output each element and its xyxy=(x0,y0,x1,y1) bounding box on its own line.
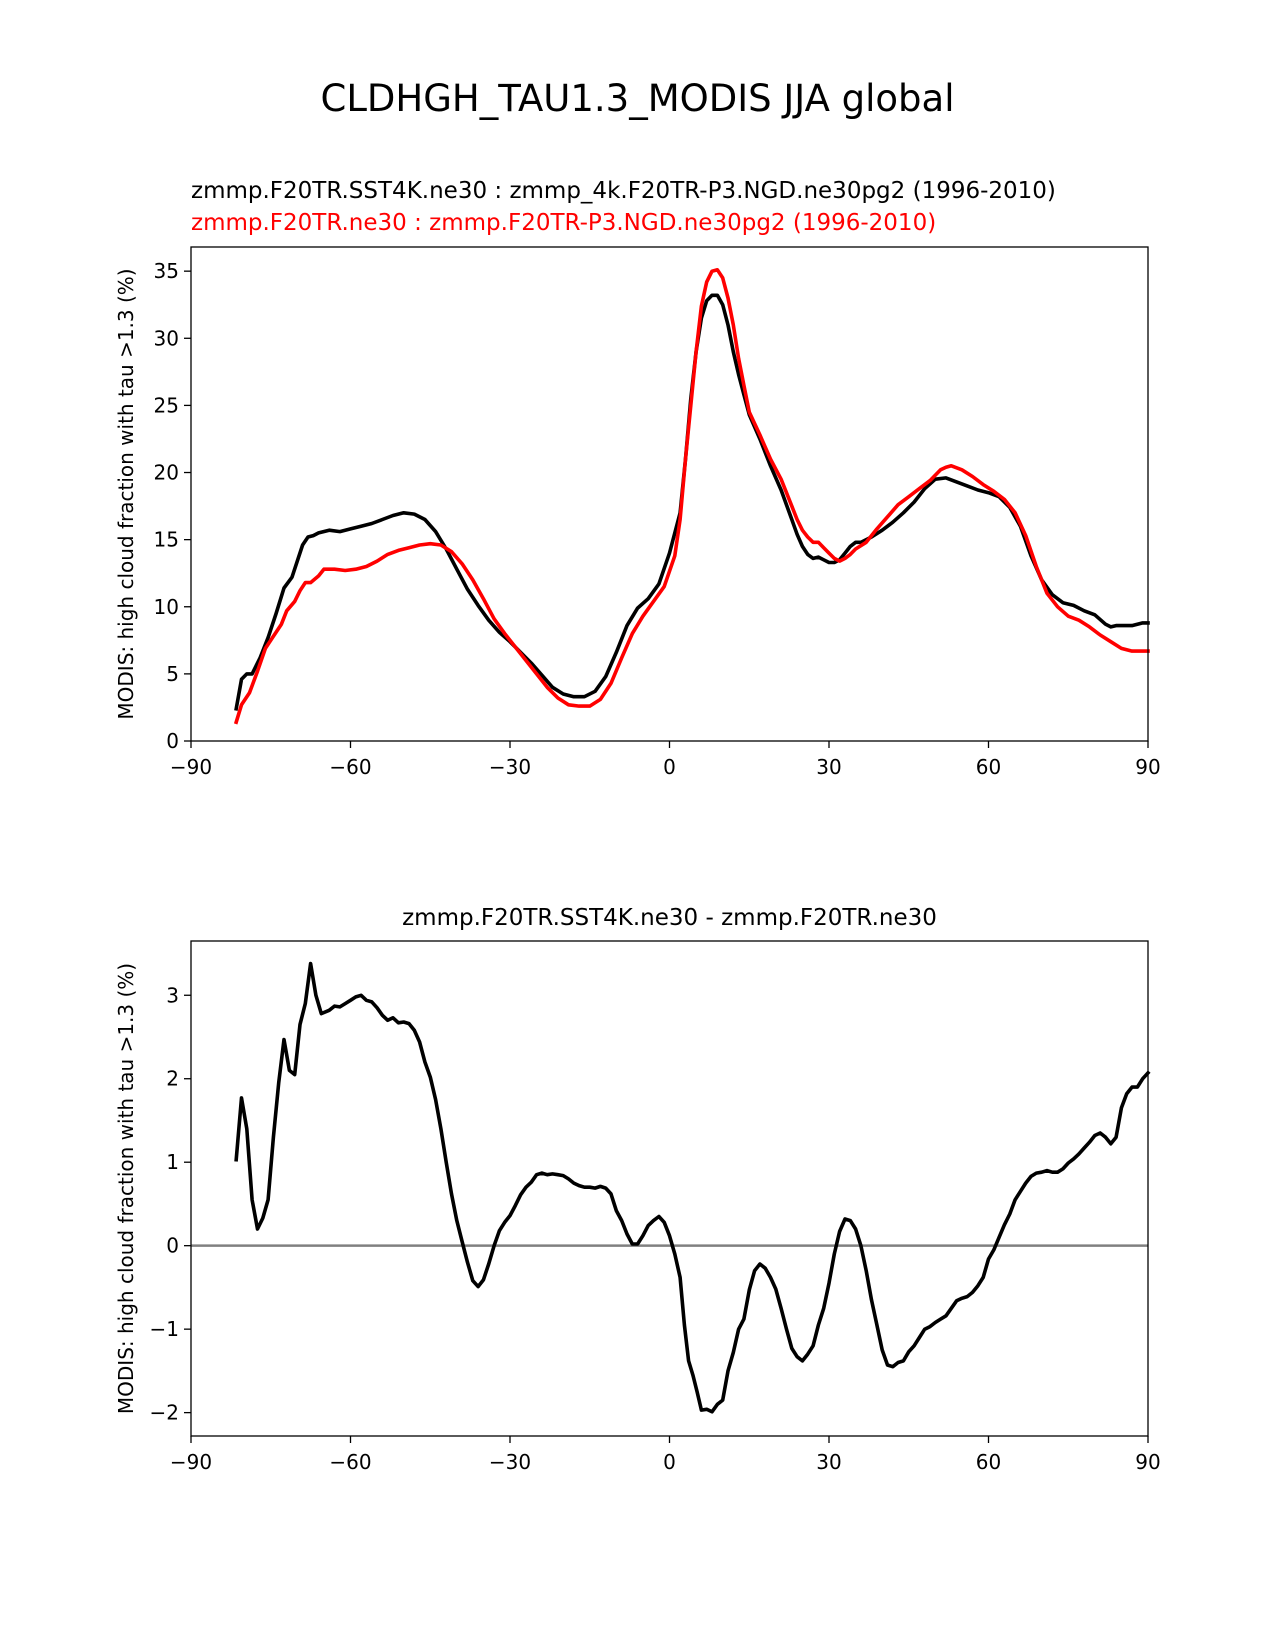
bottom-panel-difference: zmmp.F20TR.SST4K.ne30 - zmmp.F20TR.ne30 M… xyxy=(114,905,1161,1474)
x-tick-label: 60 xyxy=(976,755,1001,779)
series-line-2 xyxy=(233,268,1150,725)
x-tick-label: 30 xyxy=(816,1450,841,1474)
series-line-1 xyxy=(234,293,1150,711)
figure-suptitle: CLDHGH_TAU1.3_MODIS JJA global xyxy=(320,77,954,120)
x-tick-label: 90 xyxy=(1135,755,1160,779)
x-tick-label: −60 xyxy=(329,1450,371,1474)
x-tick-label: −60 xyxy=(329,755,371,779)
y-tick-label: 35 xyxy=(154,259,179,283)
x-tick-label: 0 xyxy=(663,1450,676,1474)
y-tick-label: 15 xyxy=(154,528,179,552)
y-tick-label: 0 xyxy=(166,1234,179,1258)
y-tick-label: 0 xyxy=(166,729,179,753)
x-tick-label: −30 xyxy=(489,1450,531,1474)
series-line-1 xyxy=(234,961,1151,1414)
y-tick-label: 25 xyxy=(154,393,179,417)
y-tick-label: 1 xyxy=(166,1150,179,1174)
top-panel-climatology: zmmp.F20TR.SST4K.ne30 : zmmp_4k.F20TR-P3… xyxy=(114,178,1161,779)
x-tick-label: −30 xyxy=(489,755,531,779)
x-tick-label: 90 xyxy=(1135,1450,1160,1474)
chart-title-line-1: zmmp.F20TR.SST4K.ne30 : zmmp_4k.F20TR-P3… xyxy=(191,178,1056,204)
y-tick-label: 5 xyxy=(166,662,179,686)
chart-title-line-2: zmmp.F20TR.ne30 : zmmp.F20TR-P3.NGD.ne30… xyxy=(191,210,936,236)
y-tick-label: −1 xyxy=(150,1317,179,1341)
y-axis-label: MODIS: high cloud fraction with tau >1.3… xyxy=(114,268,138,719)
x-tick-label: 60 xyxy=(976,1450,1001,1474)
y-tick-label: 3 xyxy=(166,983,179,1007)
x-tick-label: 0 xyxy=(663,755,676,779)
y-tick-label: 30 xyxy=(154,326,179,350)
x-tick-label: 30 xyxy=(816,755,841,779)
chart-title: zmmp.F20TR.SST4K.ne30 - zmmp.F20TR.ne30 xyxy=(402,905,937,931)
y-tick-label: −2 xyxy=(150,1401,179,1425)
x-tick-label: −90 xyxy=(170,1450,212,1474)
y-tick-label: 20 xyxy=(154,461,179,485)
y-axis-label: MODIS: high cloud fraction with tau >1.3… xyxy=(114,963,138,1414)
y-tick-label: 10 xyxy=(154,595,179,619)
y-tick-label: 2 xyxy=(166,1067,179,1091)
x-tick-label: −90 xyxy=(170,755,212,779)
